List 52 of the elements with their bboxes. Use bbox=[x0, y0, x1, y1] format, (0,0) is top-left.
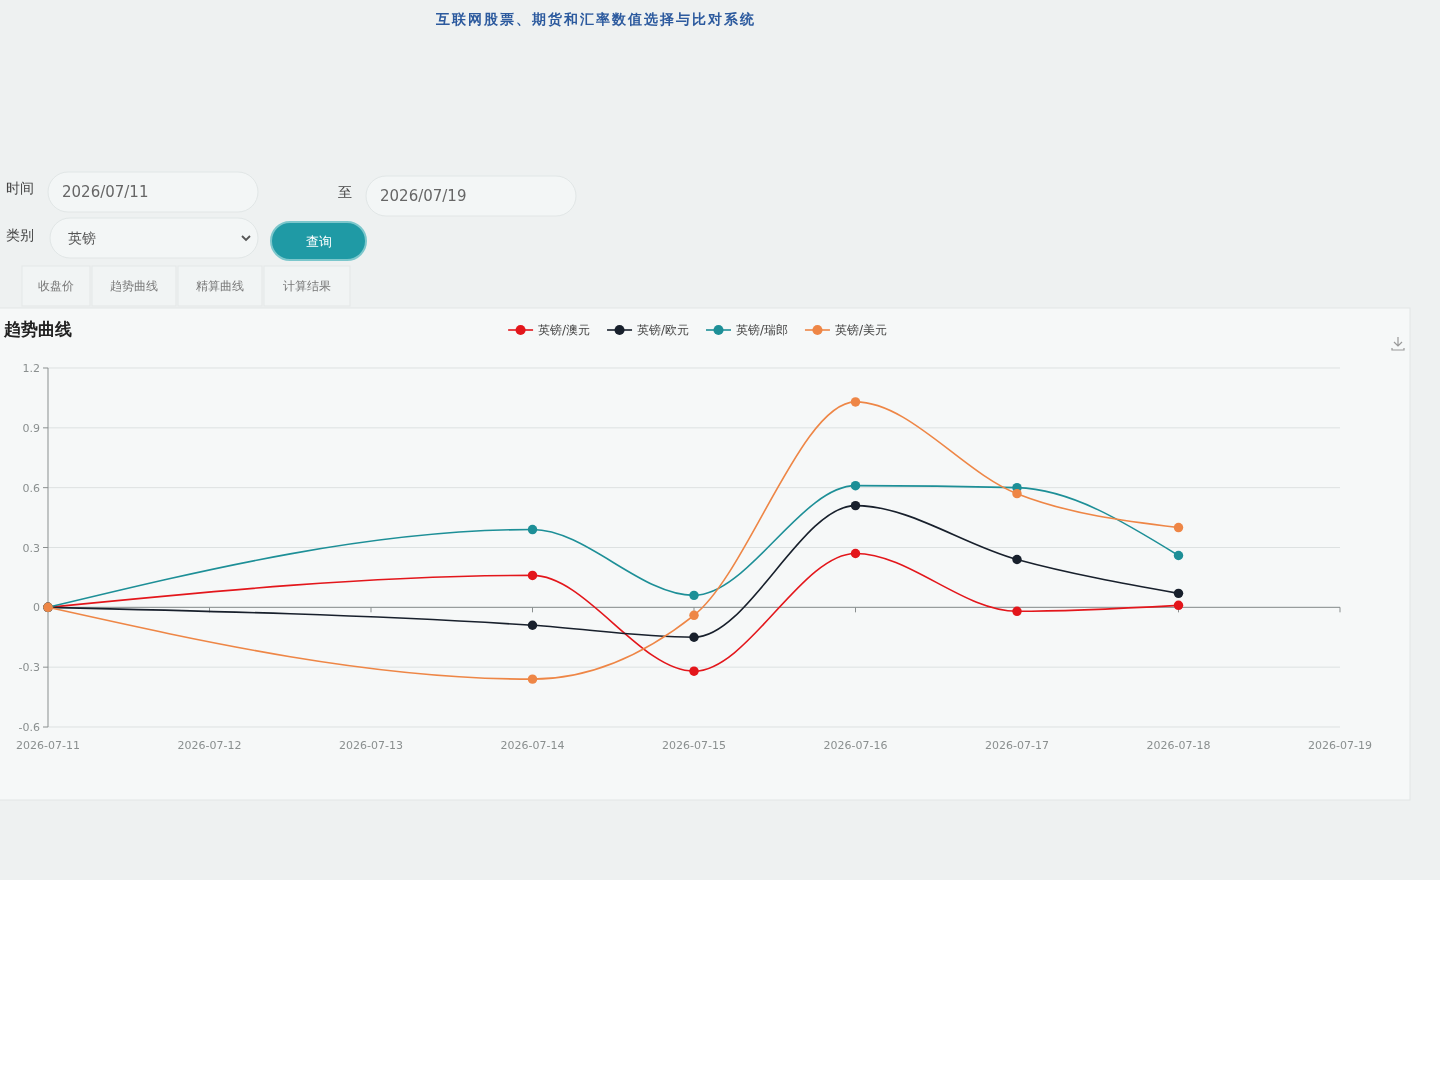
y-tick-label: 0.9 bbox=[22, 421, 40, 435]
date-input: 2026/07/11 bbox=[47, 171, 259, 213]
x-tick-label: 2026-07-19 bbox=[1308, 739, 1372, 752]
x-tick-label: 2026-07-12 bbox=[177, 739, 242, 752]
point bbox=[689, 610, 699, 621]
x-tick-label: 2026-07-14 bbox=[500, 739, 565, 752]
legend-label: 英镑/欧元 bbox=[637, 323, 690, 337]
currency-select: 英镑 bbox=[49, 217, 259, 259]
x-tick-label: 2026-07-13 bbox=[339, 739, 403, 752]
tab: 趋势曲线 bbox=[91, 265, 177, 307]
x-tick-label: 2026-07-16 bbox=[823, 739, 888, 752]
point bbox=[1012, 606, 1022, 617]
point bbox=[527, 524, 538, 535]
y-tick-label: 0 bbox=[33, 601, 40, 615]
text: 互联网股票、期货和汇率数值选择与比对系统 bbox=[435, 11, 756, 27]
point bbox=[689, 666, 699, 676]
point bbox=[689, 590, 699, 601]
y-tick-label: -0.3 bbox=[18, 661, 40, 675]
date-input: 2026/07/19 bbox=[365, 175, 577, 217]
point bbox=[689, 632, 699, 642]
legend-label: 英镑/美元 bbox=[834, 323, 888, 337]
point bbox=[1173, 550, 1184, 561]
text: 时间 bbox=[6, 180, 34, 196]
y-tick-label: 1.2 bbox=[22, 362, 40, 375]
point bbox=[527, 674, 538, 684]
tab: 收盘价 bbox=[21, 265, 91, 307]
point bbox=[1173, 522, 1184, 533]
tab: 计算结果 bbox=[263, 265, 351, 307]
x-tick-label: 2026-07-17 bbox=[985, 739, 1049, 752]
x-tick-label: 2026-07-15 bbox=[662, 739, 726, 752]
chart-title: 趋势曲线 bbox=[3, 319, 72, 339]
point bbox=[1173, 588, 1184, 599]
point bbox=[527, 570, 538, 581]
text: 类别 bbox=[6, 227, 34, 243]
y-tick-label: 0.6 bbox=[22, 481, 40, 495]
legend-label: 英镑/澳元 bbox=[538, 323, 591, 337]
y-tick-label: 0.3 bbox=[22, 541, 40, 555]
point bbox=[850, 548, 861, 559]
point bbox=[850, 500, 861, 511]
query-button: 查询 bbox=[270, 221, 367, 261]
point bbox=[1012, 488, 1022, 499]
text: 至 bbox=[338, 184, 352, 200]
y-tick-label: -0.6 bbox=[18, 721, 40, 734]
x-tick-label: 2026-07-18 bbox=[1146, 739, 1211, 752]
point bbox=[527, 620, 538, 630]
tab: 精算曲线 bbox=[177, 265, 263, 307]
legend-label: 英镑/瑞郎 bbox=[736, 323, 789, 337]
x-tick-label: 2026-07-11 bbox=[16, 739, 80, 752]
point bbox=[1173, 600, 1184, 611]
point bbox=[850, 480, 861, 491]
point bbox=[1012, 554, 1022, 565]
point bbox=[850, 397, 861, 407]
